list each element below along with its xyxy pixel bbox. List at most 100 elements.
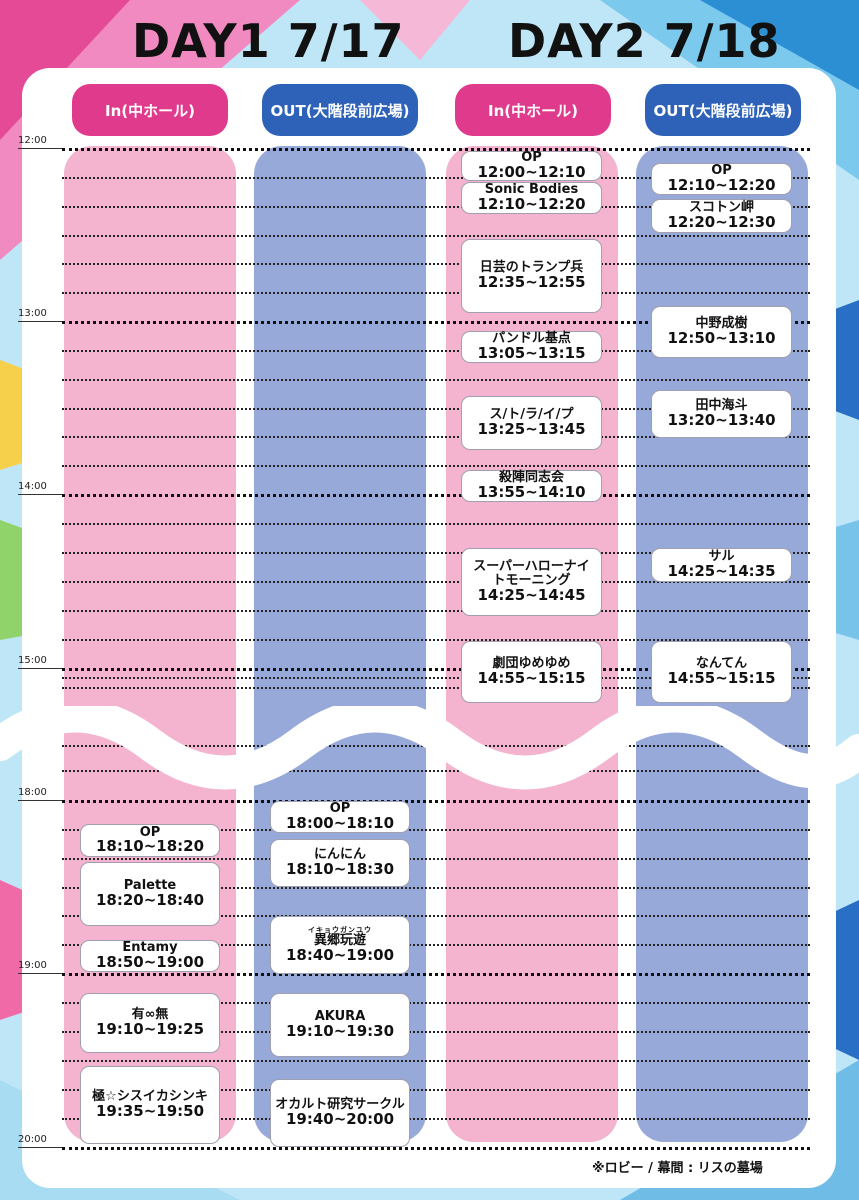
- time-gridline: [62, 552, 810, 554]
- time-gridline: [62, 1147, 810, 1150]
- event-card: OP 12:10~12:20: [651, 163, 792, 195]
- event-time: 18:10~18:20: [95, 837, 205, 856]
- time-gridline: [62, 436, 810, 438]
- event-card: 有∞無 19:10~19:25: [80, 993, 220, 1053]
- event-card: スーパーハローナイトモーニング 14:25~14:45: [461, 548, 602, 616]
- event-name: AKURA: [314, 1009, 366, 1025]
- event-card: オカルト研究サークル 19:40~20:00: [270, 1079, 410, 1147]
- time-tick: [18, 148, 62, 149]
- time-label: 15:00: [18, 655, 47, 666]
- event-time: 14:55~15:15: [667, 668, 776, 687]
- time-label: 19:00: [18, 960, 47, 971]
- event-card: なんてん 14:55~15:15: [651, 641, 792, 703]
- event-name: オカルト研究サークル: [275, 1097, 405, 1113]
- event-card: サル 14:25~14:35: [651, 548, 792, 582]
- day1-in-header: In(中ホール): [72, 84, 228, 136]
- time-gridline: [62, 770, 810, 772]
- time-gridline: [62, 639, 810, 641]
- time-gridline: [62, 1031, 810, 1033]
- time-tick: [18, 1147, 62, 1148]
- day2-in-header: In(中ホール): [455, 84, 611, 136]
- event-time: 18:00~18:10: [285, 813, 395, 832]
- event-card: 中野成樹 12:50~13:10: [651, 306, 792, 358]
- event-name: OP: [329, 801, 351, 817]
- event-card: Entamy 18:50~19:00: [80, 940, 220, 972]
- event-time: 12:10~12:20: [477, 194, 586, 213]
- event-time: 19:10~19:25: [95, 1019, 205, 1038]
- event-card: パンドル基点 13:05~13:15: [461, 331, 602, 363]
- time-gridline: [62, 263, 810, 265]
- event-name: 殺陣同志会: [498, 470, 564, 486]
- time-gridline: [62, 677, 810, 679]
- event-time: 14:55~15:15: [477, 668, 586, 687]
- time-gridline: [62, 292, 810, 294]
- time-gridline: [62, 944, 810, 946]
- time-break-wave: [0, 706, 859, 790]
- time-gridline: [62, 379, 810, 381]
- time-gridline: [62, 687, 810, 689]
- event-time: 13:55~14:10: [477, 482, 586, 501]
- time-label: 12:00: [18, 135, 47, 146]
- time-gridline: [62, 858, 810, 860]
- time-gridline: [62, 177, 810, 179]
- time-gridline: [62, 494, 810, 497]
- event-card: ス/ト/ラ/イ/プ 13:25~13:45: [461, 396, 602, 450]
- day1-out-header: OUT(大階段前広場): [262, 84, 418, 136]
- event-name: サル: [708, 549, 735, 565]
- event-time: 14:25~14:35: [667, 561, 776, 580]
- time-label: 18:00: [18, 787, 47, 798]
- event-card: スコトン岬 12:20~12:30: [651, 199, 792, 233]
- time-gridline: [62, 350, 810, 352]
- event-name: 劇団ゆめゆめ: [492, 656, 571, 672]
- event-card: 日芸のトランプ兵 12:35~12:55: [461, 239, 602, 313]
- event-card: Palette 18:20~18:40: [80, 862, 220, 926]
- event-time: 12:10~12:20: [667, 175, 776, 194]
- time-gridline: [62, 148, 810, 151]
- event-name: 中野成樹: [695, 316, 748, 332]
- event-card: 殺陣同志会 13:55~14:10: [461, 470, 602, 502]
- event-name: にんにん: [313, 847, 366, 863]
- event-name: 田中海斗: [695, 398, 748, 414]
- time-gridline: [62, 206, 810, 208]
- event-time: 13:20~13:40: [667, 410, 776, 429]
- event-time: 19:35~19:50: [95, 1101, 205, 1120]
- time-label: 20:00: [18, 1134, 47, 1145]
- event-time: 12:50~13:10: [667, 328, 776, 347]
- footer-note: ※ロビー / 幕間 : リスの墓場: [592, 1161, 763, 1176]
- time-tick: [18, 321, 62, 322]
- event-time: 18:50~19:00: [95, 952, 205, 971]
- event-name: スコトン岬: [688, 200, 754, 216]
- event-time: 18:40~19:00: [285, 945, 395, 964]
- time-label: 13:00: [18, 308, 47, 319]
- time-gridline: [62, 408, 810, 410]
- event-card: にんにん 18:10~18:30: [270, 839, 410, 887]
- event-card: OP 18:10~18:20: [80, 824, 220, 857]
- time-gridline: [62, 610, 810, 612]
- event-card: OP 18:00~18:10: [270, 801, 410, 833]
- event-card: 劇団ゆめゆめ 14:55~15:15: [461, 641, 602, 703]
- event-name: 有∞無: [131, 1007, 169, 1023]
- event-name: パンドル基点: [492, 331, 571, 347]
- time-gridline: [62, 800, 810, 803]
- event-time: 13:25~13:45: [477, 419, 586, 438]
- event-time: 19:10~19:30: [285, 1021, 395, 1040]
- time-gridline: [62, 973, 810, 976]
- day2-out-header: OUT(大階段前広場): [645, 84, 801, 136]
- event-card: OP 12:00~12:10: [461, 151, 602, 181]
- event-name: Entamy: [122, 940, 178, 956]
- event-name: 異郷玩遊: [313, 932, 366, 948]
- time-gridline: [62, 235, 810, 237]
- event-name: スーパーハローナイトモーニング: [473, 559, 590, 589]
- time-tick: [18, 800, 62, 801]
- event-name: OP: [711, 163, 732, 179]
- time-gridline: [62, 1089, 810, 1091]
- day2-title: DAY2 7/18: [508, 14, 781, 68]
- event-ruby: イキョウガンユウ: [308, 925, 372, 934]
- event-time: 18:10~18:30: [285, 859, 395, 878]
- day1-title: DAY1 7/17: [132, 14, 405, 68]
- event-time: 13:05~13:15: [477, 343, 586, 362]
- event-name: 日芸のトランプ兵: [479, 260, 584, 276]
- event-card: 田中海斗 13:20~13:40: [651, 390, 792, 438]
- event-time: 14:25~14:45: [477, 585, 586, 604]
- time-tick: [18, 973, 62, 974]
